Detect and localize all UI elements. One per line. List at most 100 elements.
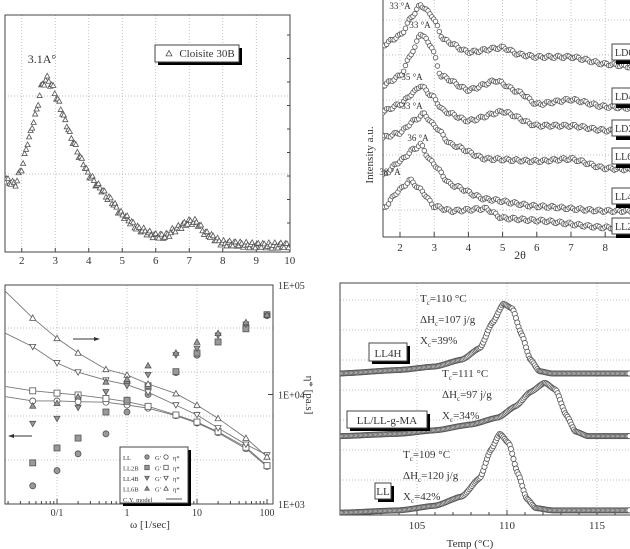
data-point: [414, 38, 420, 44]
eta-star-point-ll6b: [214, 414, 222, 422]
x-tick-label: 5: [500, 242, 506, 254]
x-axis-label: ω [1/sec]: [130, 519, 170, 531]
symbol: T: [403, 449, 410, 461]
eta-star-point-ll6b: [102, 365, 110, 373]
g-prime-point-ll6b: [193, 338, 201, 345]
x-tick-labels: 100 105 110 115: [319, 520, 606, 532]
g-prime-point-ll4b: [29, 420, 37, 428]
g-prime-point-ll6b: [144, 361, 152, 369]
data-point: [141, 227, 149, 234]
g-prime-point-ll4b: [53, 415, 61, 423]
peak-annotation: 33 °A: [389, 1, 411, 11]
data-point: [209, 232, 217, 239]
symbol: T: [420, 293, 427, 305]
data-point: [257, 243, 265, 250]
x-tick-label: 10: [192, 508, 202, 519]
data-point: [166, 233, 173, 239]
label-box: [611, 147, 630, 165]
x-tick-label: 9: [254, 255, 260, 267]
legend-box: [154, 44, 240, 63]
data-point: [22, 145, 30, 152]
series-label: LD4: [615, 92, 630, 103]
subscript: c: [418, 476, 421, 484]
eta-star-point-ll4b: [193, 412, 201, 419]
g-prime-point-ll2b: [74, 434, 82, 442]
data-point: [277, 239, 285, 246]
g-prime-point-ll6b: [214, 329, 222, 336]
data-point: [285, 244, 290, 251]
series-label-ll2: LL2: [611, 217, 630, 238]
data-point: [24, 141, 31, 148]
subscript: c: [450, 416, 453, 424]
g-prime-point-ll2b: [123, 396, 131, 404]
g-prime-point-ll2b: [172, 368, 180, 376]
arrow-left-head-icon: [8, 434, 14, 438]
x-tick-label: 110: [499, 520, 516, 532]
value: =39%: [431, 335, 457, 347]
eta-star-point-ll4b: [144, 389, 152, 397]
cy-model-line-ll4b: [5, 332, 268, 456]
legend-marker-open: [163, 485, 169, 491]
series-ll6: [383, 110, 630, 174]
data-point: [57, 106, 65, 112]
legend-label: LL: [123, 455, 131, 462]
data-point: [33, 105, 40, 112]
data-point: [49, 81, 57, 88]
series-label: LL4H: [375, 348, 402, 360]
eta-star-point-ll2b: [53, 389, 61, 397]
data-point: [178, 225, 185, 231]
data-point: [30, 118, 37, 125]
symbol: ΔH: [442, 389, 457, 401]
x-tick-label: 5: [120, 255, 126, 267]
label-box: [374, 482, 392, 500]
y-right-tick-label: 1E+05: [278, 281, 305, 292]
eta-star-point-ll6b: [172, 389, 180, 397]
x-tick-label: 8: [602, 242, 608, 254]
data-point: [66, 127, 74, 134]
data-point: [412, 44, 418, 50]
label-box: [611, 87, 630, 105]
x-tick-label: 2: [19, 255, 25, 267]
data-point: [419, 143, 426, 149]
y-axis-label: Intensity a.u.: [364, 126, 376, 183]
legend-eta-label: η*: [173, 466, 180, 473]
legend-label: LL4B: [123, 476, 139, 483]
g-prime-point-ll6b: [53, 399, 61, 407]
plot-area: [340, 300, 630, 515]
series-label-ld6: LD6: [611, 43, 630, 64]
data-point: [152, 230, 160, 236]
data-point: [155, 234, 163, 241]
legend-label: Cloisite 30B: [179, 48, 234, 60]
x-tick-label: 4: [86, 255, 92, 267]
series-label: LL: [376, 486, 390, 498]
xrd-cloisite-chart: 2 3 4 5 6 7 8 9 10 3.1A° Cloisite 30B: [4, 14, 296, 267]
g-prime-point-ll6b: [74, 392, 82, 400]
peak-annotation: 38 °A: [379, 167, 401, 177]
subscript: c: [427, 299, 430, 307]
g-prime-point-ll4b: [193, 345, 201, 353]
label-box: [611, 43, 630, 61]
eta-star-point-ll4b: [74, 369, 82, 376]
data-point: [280, 244, 288, 250]
data-point: [510, 455, 517, 462]
data-point: [13, 177, 21, 184]
value: =42%: [414, 491, 440, 503]
data-point: [90, 176, 98, 183]
eta-star-point-ll2b: [193, 418, 201, 426]
data-point: [113, 203, 120, 210]
data-point: [31, 110, 39, 117]
data-point: [101, 187, 108, 194]
xrd-nanocomposites-chart: 2 3 4 5 6 7 8 2θ Intensity a.u. 33 °A LD6 33 °A LD4 3…: [364, 0, 630, 262]
x-tick-label: 1: [125, 508, 130, 519]
data-point: [72, 140, 80, 147]
cy-model-line-ll2b: [5, 386, 268, 466]
g-prime-point-ll4b: [74, 404, 82, 412]
cy-model-line-ll: [5, 396, 268, 467]
y-right-tick-label: 1E+04: [278, 391, 305, 402]
data-point: [421, 147, 427, 154]
subscript: c: [435, 320, 438, 328]
g-prime-point-ll2b: [53, 444, 61, 452]
x-tick-label: 100: [319, 520, 336, 532]
series-label: LL6: [615, 152, 630, 163]
data-point: [509, 450, 516, 457]
